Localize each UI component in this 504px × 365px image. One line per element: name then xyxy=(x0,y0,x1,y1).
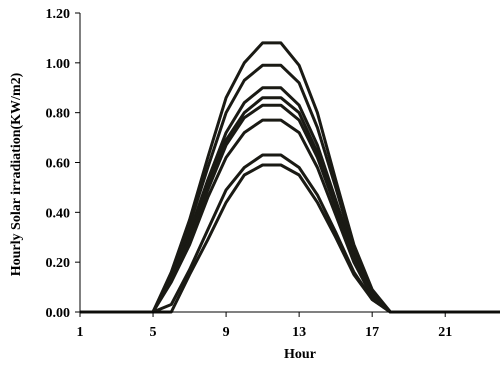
series-line-1 xyxy=(80,41,500,314)
y-tick-label: 0.20 xyxy=(46,256,71,271)
y-tick-label: 0.80 xyxy=(46,107,71,122)
y-tick-label: 0.40 xyxy=(46,206,71,221)
x-tick-label: 5 xyxy=(150,325,157,340)
x-tick-label: 17 xyxy=(365,325,379,340)
x-tick-label: 9 xyxy=(223,325,230,340)
series-line-3 xyxy=(80,86,500,314)
plot-area xyxy=(80,41,500,314)
y-tick-label: 1.20 xyxy=(46,7,71,22)
series-line-8 xyxy=(80,163,500,314)
series-line-6 xyxy=(80,118,500,314)
y-tick-label: 1.00 xyxy=(46,57,71,72)
series-line-7 xyxy=(80,153,500,314)
x-tick-label: 1 xyxy=(77,325,84,340)
y-tick-label: 0.00 xyxy=(46,306,71,321)
x-tick-label: 13 xyxy=(292,325,306,340)
x-axis-title: Hour xyxy=(284,347,316,362)
x-ticks: 1 5 9 13 17 21 xyxy=(77,312,452,340)
series-line-2 xyxy=(80,63,500,314)
y-axis-title: Hourly Solar irradiation(KW/m2) xyxy=(9,72,24,276)
y-tick-label: 0.60 xyxy=(46,157,71,172)
series-line-4 xyxy=(80,96,500,314)
y-ticks: 0.00 0.20 0.40 0.60 0.80 1.00 1.20 xyxy=(46,7,80,321)
series-line-5 xyxy=(80,103,500,314)
x-tick-label: 21 xyxy=(438,325,452,340)
